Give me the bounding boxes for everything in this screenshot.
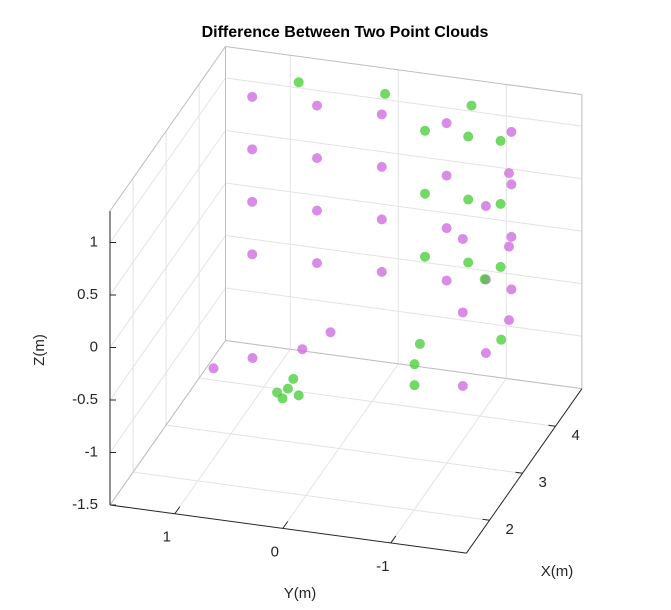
grid-line [110, 131, 226, 296]
point [377, 109, 387, 119]
point [496, 262, 506, 272]
point [442, 276, 452, 286]
x-axis [466, 389, 582, 554]
tick-mark [175, 507, 180, 514]
point [504, 168, 514, 178]
z-tick-label: 0 [90, 338, 98, 355]
point [312, 101, 322, 111]
point [480, 274, 490, 284]
point [442, 171, 452, 181]
point [247, 249, 257, 259]
y-tick-label: 1 [163, 529, 171, 546]
point [467, 101, 477, 111]
grid-line [391, 378, 507, 543]
point [377, 162, 387, 172]
z-tick-label: -1.5 [72, 496, 98, 513]
z-tick-label: -0.5 [72, 391, 98, 408]
point [410, 380, 420, 390]
point [496, 136, 506, 146]
z-tick-label: 0.5 [77, 286, 98, 303]
point [209, 363, 219, 373]
chart-title: Difference Between Two Point Clouds [202, 24, 489, 41]
z-tick-label: 1 [90, 233, 98, 250]
point [288, 374, 298, 384]
point [248, 353, 258, 363]
box-edge [110, 341, 226, 506]
x-tick-label: 4 [572, 427, 580, 444]
chart: Difference Between Two Point Clouds Z(m)… [0, 0, 671, 610]
point [377, 267, 387, 277]
z-tick-label: -1 [85, 443, 98, 460]
tick-mark [549, 425, 556, 426]
point [420, 189, 430, 199]
point [496, 199, 506, 209]
point [294, 77, 304, 87]
point [442, 223, 452, 233]
tick-mark [391, 536, 396, 543]
point [380, 89, 390, 99]
point [506, 127, 516, 137]
point [377, 214, 387, 224]
tick-mark [483, 519, 490, 520]
point [272, 387, 282, 397]
grid-line [226, 183, 582, 231]
grid-line [110, 288, 226, 453]
grid-line [283, 364, 399, 529]
grid-line [110, 183, 226, 348]
point [247, 92, 257, 102]
point [506, 179, 516, 189]
point [504, 242, 514, 252]
grid-line [226, 288, 582, 336]
point [458, 234, 468, 244]
point [297, 344, 307, 354]
point [481, 201, 491, 211]
y-tick-label: 0 [271, 543, 279, 560]
point [442, 118, 452, 128]
x-tick-label: 2 [506, 521, 514, 538]
point [496, 335, 506, 345]
point [283, 384, 293, 394]
grid-line [226, 236, 582, 284]
box-edge [226, 47, 582, 95]
point [312, 206, 322, 216]
point [463, 195, 473, 205]
y-axis-label: Y(m) [284, 585, 317, 602]
point [420, 126, 430, 136]
grid-line [110, 236, 226, 401]
point [247, 144, 257, 154]
point [247, 197, 257, 207]
grid-line [110, 78, 226, 243]
point [458, 381, 468, 391]
point [420, 252, 430, 262]
z-axis-label: Z(m) [31, 334, 48, 366]
point [458, 307, 468, 317]
point [506, 232, 516, 242]
grid-line [175, 349, 290, 514]
point [463, 132, 473, 142]
grid-line [226, 78, 582, 126]
point [481, 348, 491, 358]
tick-mark [283, 521, 288, 528]
point [312, 258, 322, 268]
point [415, 339, 425, 349]
point [312, 153, 322, 163]
y-tick-label: -1 [376, 558, 389, 575]
x-axis-label: X(m) [541, 563, 574, 580]
point [506, 284, 516, 294]
x-tick-label: 3 [539, 474, 547, 491]
point [410, 359, 420, 369]
point [504, 315, 514, 325]
point [463, 258, 473, 268]
tick-mark [516, 472, 523, 473]
grid-line [226, 131, 582, 179]
point [294, 390, 304, 400]
point [326, 327, 336, 337]
box-edge [110, 47, 226, 212]
